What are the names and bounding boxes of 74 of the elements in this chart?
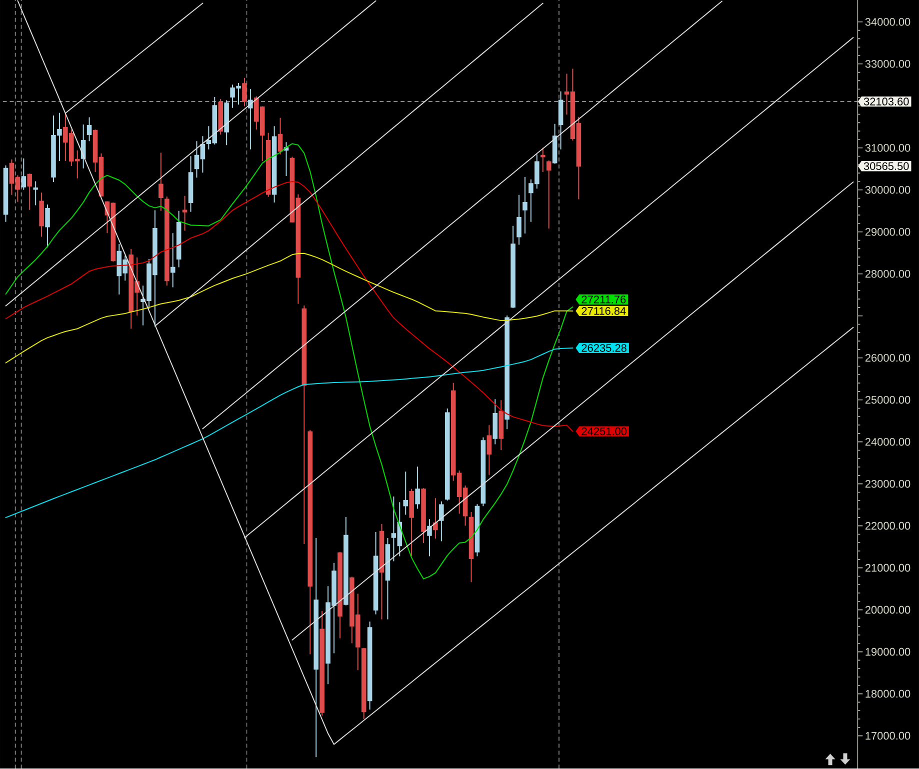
y-tick-label: 30000.00	[865, 186, 910, 194]
candlestick	[403, 471, 408, 516]
candlestick	[444, 408, 450, 502]
candlestick	[218, 98, 223, 136]
candlestick	[558, 90, 564, 150]
candlestick	[552, 124, 558, 164]
candlestick	[492, 398, 498, 445]
y-tick-label: 22000.00	[865, 522, 910, 530]
candlestick	[338, 552, 342, 639]
candlestick	[474, 504, 480, 557]
candlestick	[302, 305, 307, 545]
y-tick-label: 29000.00	[865, 228, 910, 236]
candlestick	[27, 173, 32, 211]
y-tick-label: 34000.00	[865, 18, 910, 26]
candlestick	[540, 147, 546, 173]
candlestick	[373, 532, 378, 616]
candlestick	[439, 501, 444, 542]
candlestick	[278, 118, 283, 156]
text: 30565.50	[864, 162, 909, 170]
candlestick	[433, 498, 438, 540]
data-label: 27116.84	[582, 307, 626, 315]
candlestick	[33, 180, 38, 206]
candlestick	[164, 196, 170, 286]
y-tick-label: 20000.00	[865, 606, 910, 614]
candlestick	[320, 610, 324, 716]
candlestick	[504, 315, 510, 430]
y-tick-label: 18000.00	[866, 690, 910, 698]
candlestick	[39, 192, 44, 238]
candlestick	[21, 158, 26, 191]
y-tick-label: 21000.00	[865, 564, 910, 572]
candlestick	[361, 648, 366, 720]
candlestick	[224, 100, 229, 146]
candlestick	[546, 160, 552, 230]
candlestick	[480, 437, 486, 507]
y-tick-label: 24000.00	[865, 438, 910, 446]
candlestick	[498, 400, 504, 451]
candlestick	[86, 116, 92, 142]
candlestick	[308, 430, 313, 655]
candlestick	[314, 538, 318, 758]
y-tick-label: 31000.00	[865, 144, 910, 152]
ref-line-label: 32103.60	[864, 98, 909, 106]
candlestick	[242, 78, 247, 107]
candlestick	[170, 232, 176, 288]
candlestick	[188, 156, 194, 212]
y-tick-label: 19000.00	[866, 648, 910, 656]
candlestick	[367, 621, 372, 710]
candlestick	[3, 165, 8, 222]
candlestick	[266, 132, 271, 198]
y-tick-label: 17000.00	[866, 732, 910, 740]
candlestick	[415, 466, 420, 510]
candlestick	[344, 516, 348, 606]
candlestick	[385, 538, 390, 620]
y-tick-label: 26000.00	[865, 354, 910, 362]
y-tick-label: 28000.00	[865, 270, 910, 278]
candlestick	[45, 204, 50, 248]
y-tick-label: 33000.00	[865, 60, 910, 68]
candlestick	[486, 424, 492, 476]
candlestick	[272, 126, 277, 204]
candlestick	[516, 194, 522, 246]
candlestick	[468, 512, 474, 583]
candlestick	[176, 210, 182, 268]
candlestick	[522, 176, 528, 234]
data-label: 27211.76	[582, 296, 626, 304]
candlestick	[158, 152, 164, 212]
y-tick-label: 25000.00	[865, 396, 910, 404]
data-label: 26235.28	[582, 344, 626, 352]
candlestick	[409, 488, 414, 557]
candlestick	[421, 488, 426, 544]
data-label: 24251.00	[582, 428, 627, 436]
y-tick-label: 23000.00	[865, 480, 910, 488]
candlestick	[379, 524, 384, 620]
line-series	[5, 143, 574, 580]
candlestick	[182, 196, 188, 232]
candlestick	[510, 225, 516, 309]
